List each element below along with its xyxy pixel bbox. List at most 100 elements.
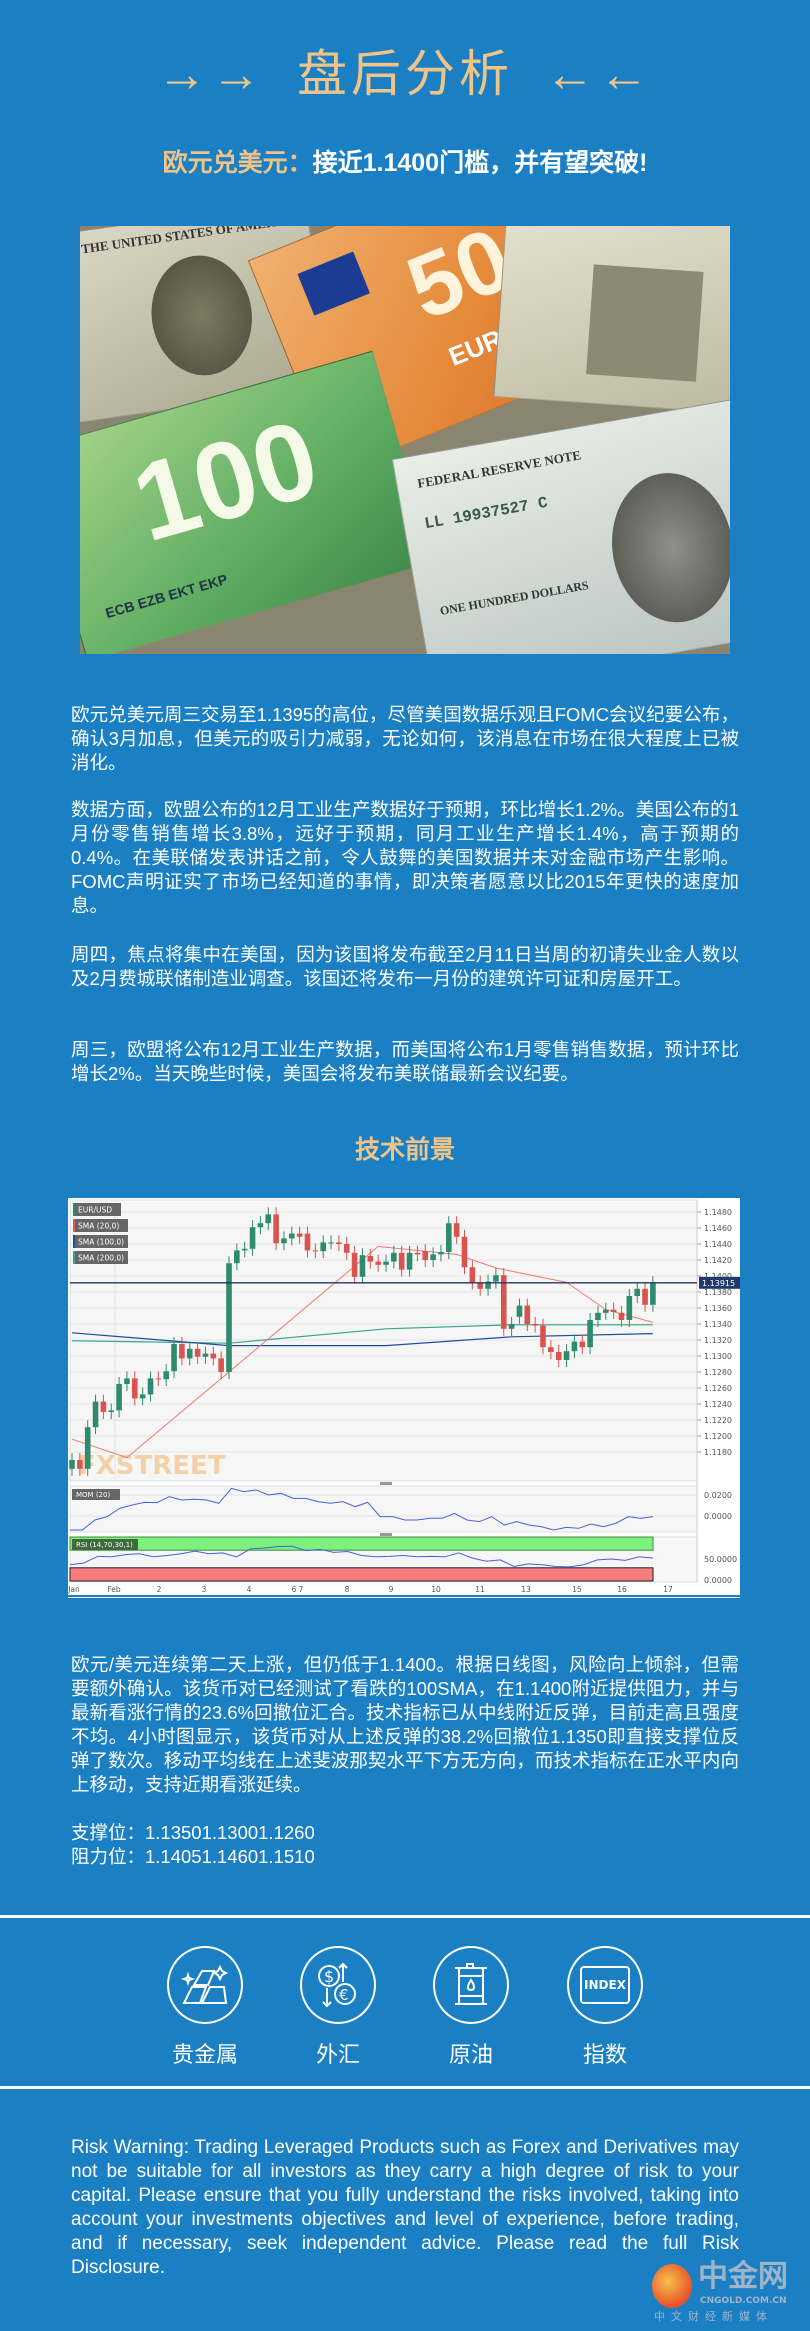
category-index[interactable]: INDEX 指数 [545, 1946, 665, 2068]
candle-up [446, 1223, 452, 1252]
category-label: 原油 [448, 2042, 493, 2067]
title-text: 盘后分析 [297, 46, 513, 102]
section-heading: 技术前景 [354, 1136, 455, 1164]
y-tick-label: 1.1320 [704, 1336, 732, 1345]
cngold-logo[interactable]: 中金网 CNGOLD.COM.CN 中文财经新媒体 [652, 2259, 788, 2323]
risk-warning: Risk Warning: Trading Leveraged Products… [71, 2137, 739, 2278]
candle-down [312, 1250, 319, 1252]
candle-down [132, 1378, 138, 1399]
candle-up [634, 1288, 640, 1296]
candle-down [351, 1252, 358, 1277]
candle-up [571, 1341, 578, 1352]
y-tick-label: 1.1340 [704, 1320, 732, 1329]
legend-box [72, 1539, 138, 1550]
candle-up [391, 1252, 397, 1262]
candle-down [194, 1348, 201, 1357]
y-tick-label: 0.0000 [704, 1576, 732, 1585]
resistance-levels: 阻力位：1.14051.14601.1510 [71, 1846, 315, 1867]
candle-down [336, 1242, 342, 1244]
candle-up [289, 1233, 295, 1239]
arrows-right-icon: →→ [157, 46, 266, 102]
legend-swatch [73, 1219, 75, 1232]
eurusd-chart: 1.1480 1.1460 1.1440 1.1420 1.1400 1.1380 1.13… [67, 1198, 745, 1598]
candle-up [92, 1401, 99, 1428]
headline-text: 接近1.1400门槛，并有望突破! [312, 149, 648, 177]
candle-down [579, 1341, 586, 1348]
candle-up [430, 1254, 436, 1260]
candle-up [257, 1223, 264, 1228]
candle-down [524, 1305, 531, 1324]
candle-down [461, 1236, 468, 1268]
category-crude-oil[interactable]: 原油 [411, 1946, 531, 2068]
category-precious-metals[interactable]: 贵金属 [145, 1946, 265, 2068]
candle-up [650, 1283, 656, 1305]
category-label: 贵金属 [171, 2042, 238, 2067]
candle-up [265, 1214, 272, 1224]
chart-svg: 1.14801.14601.14401.14201.14001.13801.13… [67, 1199, 745, 1597]
legend-swatch [73, 1203, 75, 1216]
legend-box [73, 1251, 128, 1264]
arrows-left-icon: ←← [544, 46, 653, 102]
candle-up [124, 1378, 130, 1384]
article-paragraph: 周四，焦点将集中在美国，因为该国将发布截至2月11日当周的初请失业金人数以及2月… [71, 944, 739, 989]
legend-swatch [73, 1235, 75, 1248]
mom-line [70, 1487, 654, 1531]
candle-down [304, 1233, 311, 1251]
candle-down [218, 1358, 224, 1372]
page-title: →→ 盘后分析 ←← [0, 44, 810, 104]
dollar-note-right [493, 226, 730, 415]
y-tick-label: 1.1240 [704, 1400, 732, 1409]
candle-up [328, 1242, 334, 1244]
candle-down [618, 1312, 625, 1320]
candle-up [406, 1252, 413, 1270]
y-tick-label: 1.1360 [704, 1304, 732, 1313]
candle-down [500, 1275, 507, 1329]
rsi-oversold-band [69, 1567, 654, 1582]
candle-up [108, 1410, 115, 1412]
y-tick-label: 1.1180 [704, 1448, 732, 1457]
candle-down [532, 1324, 538, 1326]
category-forex[interactable]: $ € 外汇 [278, 1946, 398, 2068]
candle-up [587, 1320, 593, 1348]
legend-box [73, 1235, 128, 1248]
rsi-label: RSI (14,70,30,1) [76, 1541, 133, 1549]
y-tick-label: 1.1480 [704, 1208, 732, 1217]
candle-up [383, 1261, 389, 1265]
banknotes-photo: THE UNITED STATES OF AMERICA 50 EURO 100… [80, 226, 730, 654]
y-tick-label: 1.1460 [704, 1224, 732, 1233]
sma100-line [71, 1332, 653, 1347]
candle-down [273, 1214, 279, 1244]
candle-down [100, 1401, 107, 1412]
y-tick-label: 1.1300 [704, 1352, 732, 1361]
x-tick-label: 6 [292, 1585, 297, 1594]
oil-barrel-icon [433, 1946, 509, 2024]
candle-up [171, 1344, 177, 1372]
candle-down [398, 1252, 405, 1270]
candle-up [438, 1252, 444, 1255]
candle-down [642, 1288, 648, 1305]
y-tick-label: 1.1200 [704, 1432, 732, 1441]
current-price-tag [699, 1276, 745, 1289]
panel-resize-handle [380, 1533, 392, 1536]
candle-up [226, 1263, 232, 1372]
x-tick-label: Jan [68, 1585, 80, 1594]
x-tick-label: 9 [389, 1585, 394, 1594]
candle-up [563, 1351, 570, 1360]
sma200-line [71, 1324, 653, 1344]
legend-label: SMA (100,0) [78, 1238, 124, 1247]
candle-up [147, 1378, 154, 1395]
candle-up [241, 1248, 248, 1251]
watermark: FXSTREET [78, 1451, 226, 1481]
legend-label: SMA (200,0) [78, 1254, 124, 1263]
tech-paragraph: 欧元/美元连续第二天上涨，但仍低于1.1400。根据日线图，风险向上倾斜，但需要… [71, 1654, 739, 1795]
candle-down [469, 1267, 476, 1283]
candle-up [234, 1250, 240, 1264]
mom-panel [69, 1485, 698, 1533]
candle-up [281, 1238, 287, 1244]
candle-down [77, 1460, 83, 1469]
y-tick-label: 1.1380 [704, 1288, 732, 1297]
candle-up [603, 1309, 609, 1313]
candle-down [555, 1352, 562, 1360]
index-icon: INDEX [567, 1946, 643, 2024]
candle-down [155, 1378, 162, 1380]
